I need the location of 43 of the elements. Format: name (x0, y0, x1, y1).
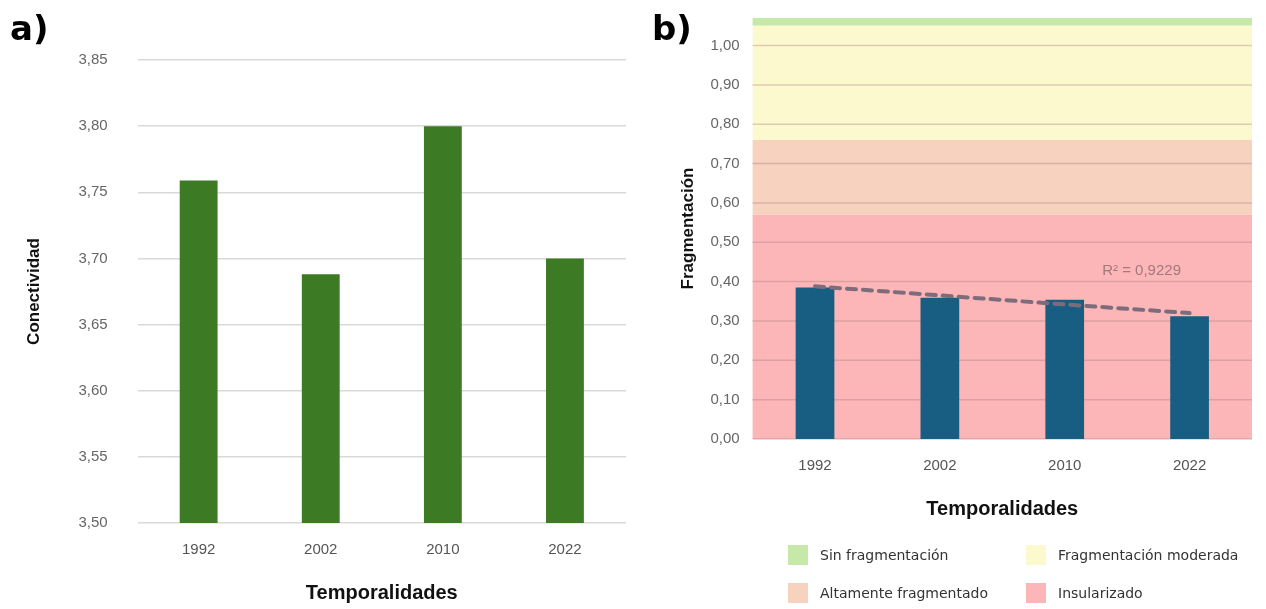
x-axis-title: Temporalidades (305, 580, 458, 603)
x-tick-label: 2022 (1172, 456, 1207, 474)
legend-label: Sin fragmentación (820, 547, 949, 563)
x-tick-label: 2022 (548, 540, 582, 558)
annotation: R² = 0,9229 (1102, 260, 1181, 278)
y-tick-label: 0,30 (710, 311, 740, 329)
y-tick-label: 0,80 (710, 114, 740, 132)
y-tick-label: 3,55 (78, 447, 108, 464)
x-tick-label: 2010 (1048, 456, 1082, 474)
y-tick-label: 0,90 (710, 75, 740, 93)
y-tick-label: 3,75 (78, 182, 108, 200)
bar (1170, 316, 1209, 439)
y-tick-label: 3,50 (78, 513, 108, 531)
legend-label: Altamente fragmentado (820, 585, 989, 601)
y-tick-label: 0,60 (710, 193, 740, 211)
y-axis-title: Fragmentación (677, 167, 697, 290)
bar (1045, 299, 1085, 439)
y-tick-label: 0,50 (710, 232, 740, 250)
legend-label: Fragmentación moderada (1058, 547, 1239, 563)
y-tick-label: 0,10 (710, 389, 740, 407)
y-tick-label: 3,60 (78, 380, 108, 398)
bar (795, 287, 835, 439)
line-series (813, 284, 1192, 316)
y-tick-label: 0,40 (710, 271, 740, 289)
chart-title: b) (652, 8, 692, 48)
y-tick-label: 3,70 (78, 248, 108, 266)
x-axis-title: Temporalidades (926, 496, 1079, 519)
y-tick-label: 3,65 (78, 314, 108, 332)
y-tick-label: 0,00 (710, 429, 740, 447)
y-tick-label: 0,70 (710, 153, 740, 171)
x-tick-label: 2010 (426, 540, 460, 558)
chart-title: a) (10, 8, 49, 48)
y-axis-title: Conectividad (23, 238, 43, 345)
x-tick-label: 2002 (304, 540, 338, 558)
x-tick-label: 2002 (923, 456, 957, 474)
bar (920, 297, 960, 439)
y-tick-label: 3,85 (78, 50, 108, 68)
legend-label: Insularizado (1058, 585, 1143, 601)
x-tick-label: 1992 (181, 540, 216, 558)
y-tick-label: 3,80 (78, 116, 108, 134)
y-tick-label: 1,00 (710, 35, 740, 53)
y-tick-label: 0,20 (710, 350, 740, 368)
x-tick-label: 1992 (798, 456, 832, 474)
